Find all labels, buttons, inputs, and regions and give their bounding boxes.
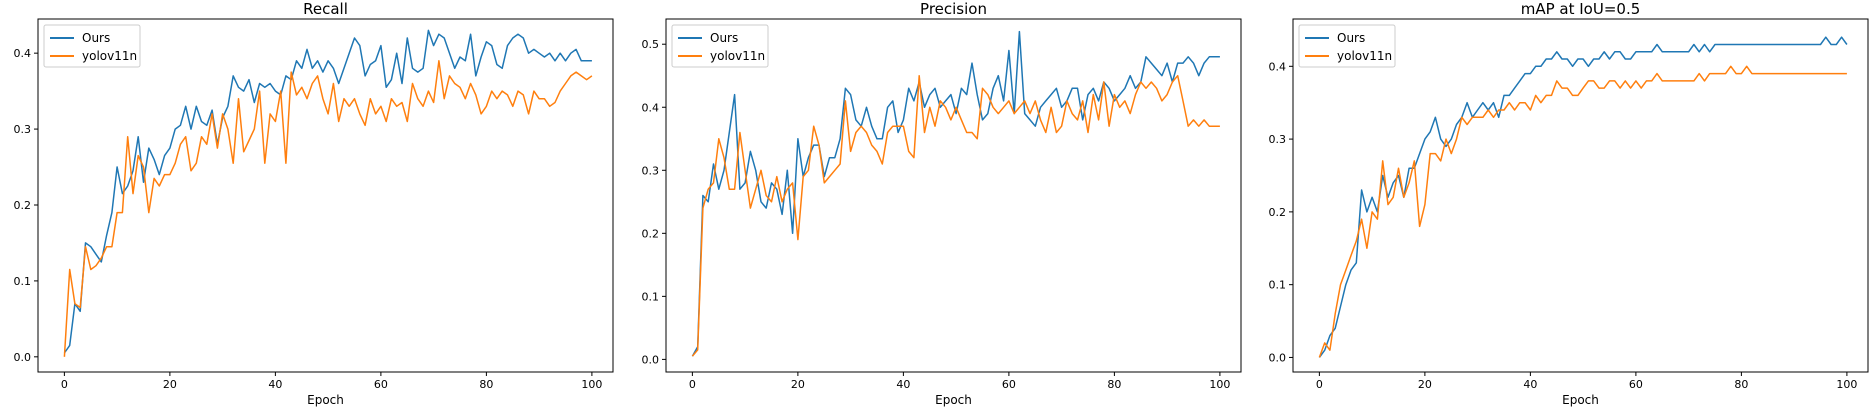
x-tick-label: 0 [1316,378,1323,391]
y-tick-label: 0.0 [642,353,660,366]
chart-title: Precision [920,0,987,18]
y-tick-label: 0.5 [642,38,660,51]
x-tick-label: 100 [1209,378,1230,391]
x-tick-label: 100 [581,378,602,391]
y-tick-label: 0.0 [14,351,32,364]
plot-frame [665,18,1242,373]
y-tick-label: 0.3 [14,123,32,136]
series-lines [63,29,593,357]
x-tick-label: 40 [1523,378,1537,391]
x-tick-label: 20 [791,378,805,391]
plot-frame [37,18,614,373]
legend-label-ours: Ours [1337,31,1365,45]
x-tick-label: 0 [61,378,68,391]
y-tick-label: 0.1 [14,275,32,288]
x-tick-label: 60 [1629,378,1643,391]
y-tick-label: 0.3 [642,164,660,177]
x-axis-label: Epoch [1562,393,1599,407]
legend-label-ours: Ours [710,31,738,45]
series-line-yolov11n [1318,65,1847,358]
y-tick-label: 0.4 [1269,60,1287,73]
x-axis-label: Epoch [307,393,344,407]
y-tick-label: 0.1 [642,290,660,303]
plot-frame [1292,18,1869,373]
x-tick-label: 100 [1836,378,1857,391]
x-tick-label: 40 [896,378,910,391]
legend: Ours yolov11n [43,24,141,68]
y-tick-label: 0.2 [14,199,32,212]
y-tick-label: 0.4 [14,47,32,60]
y-tick-label: 0.2 [642,227,660,240]
x-tick-label: 80 [1107,378,1121,391]
y-tick-label: 0.1 [1269,279,1287,292]
x-axis-label: Epoch [935,393,972,407]
x-tick-label: 20 [1418,378,1432,391]
x-tick-label: 40 [268,378,282,391]
x-tick-label: 80 [1734,378,1748,391]
legend: Ours yolov11n [671,24,769,68]
ticks: 0 20 40 60 80 100 0.0 0.1 0.2 0.3 0.4 [14,47,603,391]
y-tick-label: 0.3 [1269,133,1287,146]
legend-label-ours: Ours [82,31,110,45]
panel-recall: Recall Epoch 0 20 40 60 80 100 0.0 0.1 0.2 0.3 0.4… [14,0,614,407]
x-tick-label: 60 [1002,378,1016,391]
x-tick-label: 60 [374,378,388,391]
legend-label-yolov11n: yolov11n [82,49,137,63]
x-tick-label: 80 [479,378,493,391]
legend: Ours yolov11n [1298,24,1396,68]
ticks: 0 20 40 60 80 100 0.0 0.1 0.2 0.3 0.4 0.5 [642,38,1231,391]
y-tick-label: 0.2 [1269,206,1287,219]
ticks: 0 20 40 60 80 100 0.0 0.1 0.2 0.3 0.4 [1269,60,1858,391]
y-tick-label: 0.4 [642,101,660,114]
chart-title: mAP at IoU=0.5 [1521,0,1641,18]
panel-precision: Precision Epoch 0 20 40 60 80 100 0.0 0.1 0.2 0.3… [642,0,1242,407]
x-tick-label: 0 [689,378,696,391]
legend-label-yolov11n: yolov11n [710,49,765,63]
series-line-yolov11n [691,74,1220,357]
chart-title: Recall [303,0,348,18]
series-line-ours [691,30,1220,357]
y-tick-label: 0.0 [1269,351,1287,364]
series-line-yolov11n [63,60,593,357]
series-line-ours [1318,36,1848,358]
x-tick-label: 20 [163,378,177,391]
panel-map: mAP at IoU=0.5 Epoch 0 20 40 60 80 1000.00.10… [1269,0,1869,407]
series-lines [691,30,1220,357]
series-line-ours [63,29,592,354]
legend-label-yolov11n: yolov11n [1337,49,1392,63]
series-lines [1318,36,1848,358]
